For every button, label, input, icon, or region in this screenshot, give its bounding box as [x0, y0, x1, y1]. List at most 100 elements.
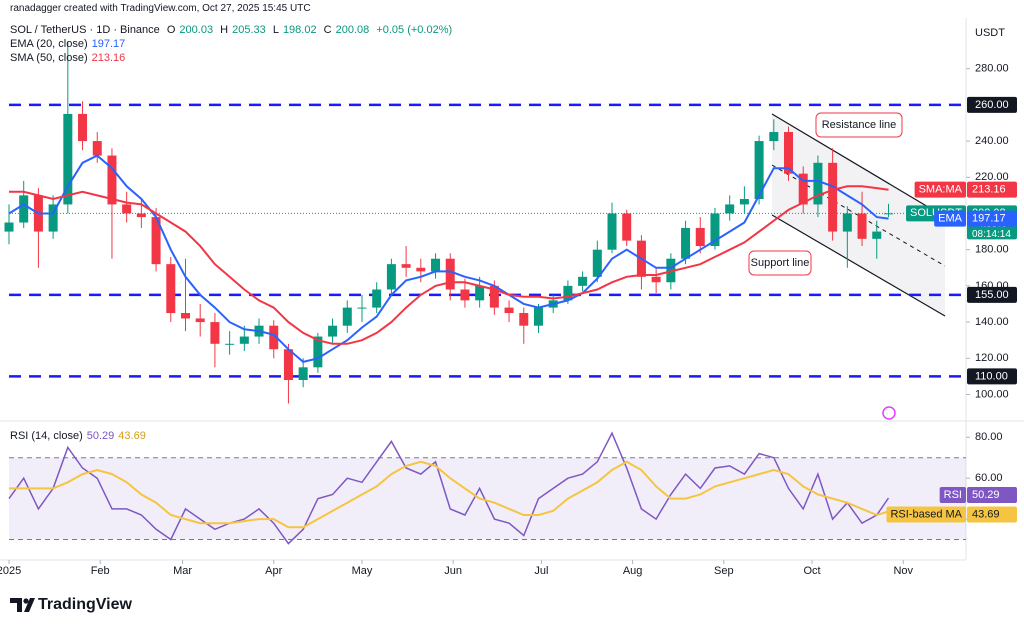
candle-body — [489, 285, 499, 308]
y-tick-label: 160.00 — [975, 280, 1009, 292]
rsi-band — [9, 457, 966, 540]
footer: TradingView — [38, 596, 133, 613]
candle-body — [357, 307, 367, 309]
x-tick-label: Jul — [534, 565, 548, 577]
legend-entry: SMA (50, close) 213.16 — [10, 52, 129, 64]
candle-body — [63, 113, 73, 205]
candle-body — [269, 325, 279, 350]
badge-label-box — [886, 506, 966, 523]
x-tick-label: May — [352, 565, 373, 577]
candle-body — [857, 213, 867, 239]
level-badge-label: 155.00 — [975, 289, 1009, 301]
y-tick-label: 120.00 — [975, 352, 1009, 364]
x-tick-label: Mar — [173, 565, 192, 577]
candle-body — [695, 227, 705, 247]
candle-body — [166, 264, 176, 314]
y-tick-label: 240.00 — [975, 135, 1009, 147]
candle-body — [78, 113, 88, 142]
candle-body — [342, 307, 352, 326]
candle-body — [225, 343, 235, 345]
candle-body — [519, 313, 529, 326]
badge-label-box — [914, 181, 966, 198]
candle-body — [92, 141, 102, 156]
candle-body — [475, 285, 485, 301]
candle-body — [445, 258, 455, 290]
candle-body — [298, 367, 308, 380]
candle-body — [725, 204, 735, 214]
plot — [4, 41, 966, 545]
candle-body — [180, 313, 190, 319]
candle-body — [136, 213, 146, 218]
price-badge — [967, 506, 1017, 523]
legend-value: 197.17 — [91, 38, 126, 50]
candle-body — [386, 264, 396, 290]
candle-body — [842, 213, 852, 232]
symbol: SOL / TetherUS · 1D · Binance — [10, 24, 160, 36]
y-tick-label: 60.00 — [975, 472, 1003, 484]
ohlc-label: C — [323, 24, 332, 36]
candle-body — [372, 289, 382, 308]
candle-body — [122, 204, 132, 214]
candle-body — [592, 249, 602, 277]
y-tick-label: 180.00 — [975, 244, 1009, 256]
candle-body — [151, 217, 161, 265]
candle-body — [533, 307, 543, 326]
price-badge-value: 43.69 — [972, 508, 1000, 520]
candle-body — [416, 267, 426, 272]
candle-body — [283, 349, 293, 380]
level-badge-label: 110.00 — [975, 370, 1008, 382]
candle-body — [328, 325, 338, 337]
candle-body — [651, 276, 661, 283]
x-tick-label: 2025 — [0, 565, 21, 577]
y-tick-label: 140.00 — [975, 316, 1009, 328]
legend-name: RSI (14, close) — [10, 430, 83, 442]
candle-body — [754, 141, 764, 199]
level-badge — [967, 96, 1017, 113]
price-badge-value: 197.17 — [972, 213, 1006, 225]
candle-body — [622, 213, 632, 241]
badge-label: SMA:MA — [919, 184, 963, 196]
candle-body — [19, 195, 29, 223]
level-badge-label: 260.00 — [975, 99, 1009, 111]
ohlc-value: 198.02 — [282, 24, 317, 36]
candle-body — [401, 264, 411, 268]
series-line — [8, 154, 889, 363]
candle-body — [460, 289, 470, 301]
legend-entry: EMA (20, close) 197.17 — [10, 38, 129, 50]
series-line — [8, 431, 890, 545]
candle-body — [4, 222, 14, 232]
currency: USDT — [975, 27, 1005, 39]
y-tick-label: 100.00 — [975, 388, 1009, 400]
legend-entry: RSI (14, close) 50.29 43.69 — [10, 430, 150, 442]
x-tick-label: Aug — [623, 565, 643, 577]
y-tick-label: 80.00 — [975, 431, 1003, 443]
candle-body — [107, 155, 117, 205]
x-tick-label: Nov — [893, 565, 913, 577]
candle-body — [828, 162, 838, 232]
ohlc-label: H — [220, 24, 229, 36]
series-line — [9, 460, 889, 529]
candle-body — [798, 173, 808, 205]
candle-body — [710, 213, 720, 247]
ohlc-value: 200.03 — [179, 24, 214, 36]
candle-body — [872, 231, 882, 239]
icon[interactable] — [882, 406, 896, 420]
change: +0.05 (+0.02%) — [376, 24, 453, 36]
ohlc-label: O — [166, 24, 176, 36]
badge-label-box — [934, 210, 966, 227]
candle-body — [239, 336, 249, 344]
legend-name: SMA (50, close) — [10, 52, 88, 64]
badge-label: RSI — [944, 489, 962, 501]
annotation-box — [815, 112, 903, 138]
price-badge — [967, 181, 1017, 198]
candle-body — [195, 318, 205, 323]
ohlc-value: 205.33 — [232, 24, 266, 36]
x-tick-label: Apr — [265, 565, 282, 577]
legend-name: EMA (20, close) — [10, 38, 88, 50]
annotation: Resistance line — [822, 119, 897, 131]
watermark: ranadagger created with TradingView.com,… — [10, 3, 311, 14]
candle-body — [607, 213, 617, 250]
